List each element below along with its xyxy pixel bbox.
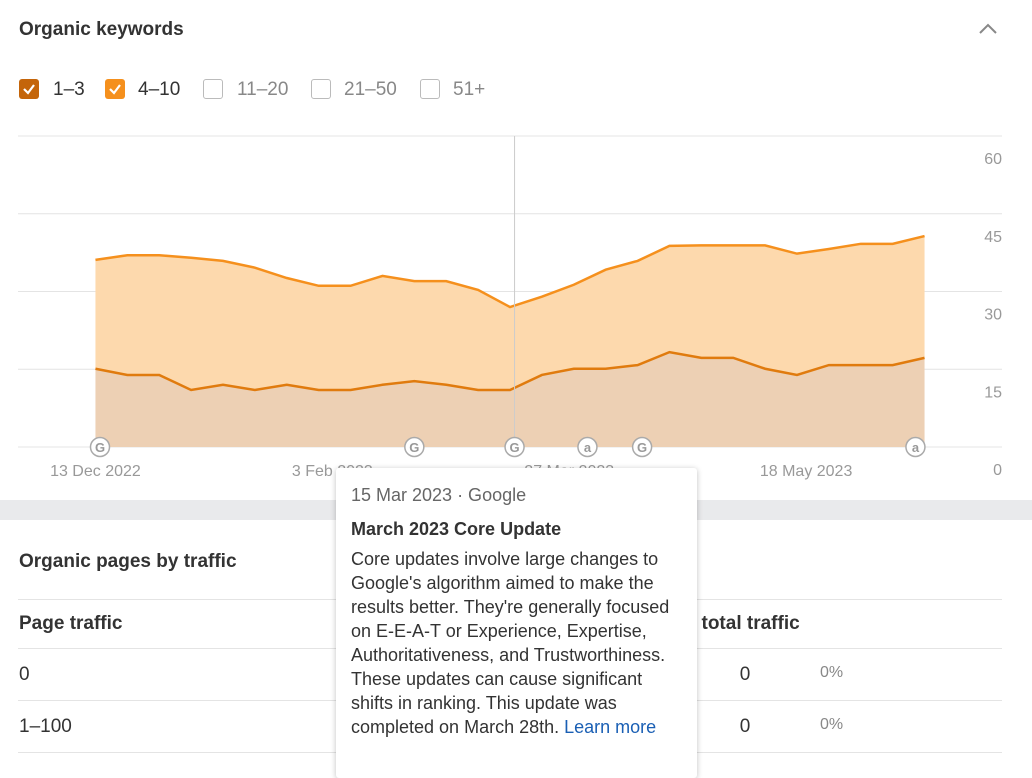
annotation-label: G [409,440,419,455]
table-cell: 0% [820,716,844,733]
checkbox-label[interactable]: 1–3 [53,79,85,100]
checkbox[interactable] [311,79,331,99]
section-title: Organic keywords [19,19,184,40]
line [95,350,925,392]
table-cell: 0 [739,716,751,737]
annotation-label: a [912,440,920,455]
annotation-marker[interactable] [404,436,425,458]
annotation-marker[interactable] [577,436,598,458]
line [95,234,925,309]
learn-more-link[interactable]: Learn more [564,717,657,737]
column-header: Page traffic [19,613,123,634]
tooltip-body: Core updates involve large changes to Go… [351,547,681,739]
annotation-label: G [509,440,519,455]
table-cell: 0 [739,664,751,685]
y-tick-label: 30 [984,307,1002,324]
tooltip-date: 15 Mar 2023 · Google [351,485,527,505]
checkbox-label[interactable]: 51+ [453,79,486,100]
checkbox[interactable] [203,79,223,99]
y-tick-label: 45 [984,229,1002,246]
area [95,236,925,390]
table-cell: 1–100 [19,716,72,737]
y-tick-label: 60 [984,151,1002,168]
annotation-label: G [637,440,647,455]
checkbox[interactable] [420,79,440,99]
x-tick-label: 18 May 2023 [760,463,853,480]
annotation-marker[interactable] [631,436,653,458]
checkbox-label[interactable]: 11–20 [237,79,289,100]
tooltip: 15 Mar 2023 · Google March 2023 Core Upd… [336,468,697,778]
tooltip-text: Core updates involve large changes to Go… [351,549,670,737]
annotation-label: G [95,440,105,455]
checkbox-label[interactable]: 4–10 [138,79,181,100]
checkbox[interactable] [19,79,39,99]
collapse-button[interactable] [978,22,998,36]
annotation-marker[interactable] [905,436,926,458]
annotation-marker[interactable] [504,436,525,458]
table-cell: 0% [820,664,844,681]
checkbox[interactable] [105,79,125,99]
table-cell: 0 [19,664,30,685]
x-tick-label: 13 Dec 2022 [50,463,141,480]
y-tick-label: 0 [993,462,1002,479]
annotation-marker[interactable] [89,436,111,458]
tooltip-title: March 2023 Core Update [351,519,562,539]
section-title: Organic pages by traffic [19,551,237,572]
checkbox-label[interactable]: 21–50 [344,79,397,100]
annotation-label: a [584,440,592,455]
y-tick-label: 15 [984,384,1002,401]
area [95,352,925,447]
